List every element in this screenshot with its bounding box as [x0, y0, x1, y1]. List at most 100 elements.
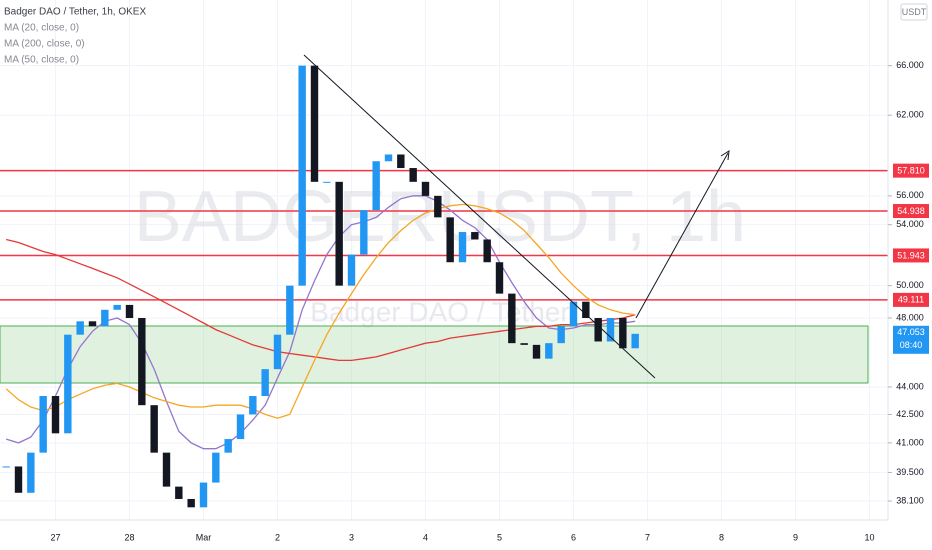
candle — [471, 232, 479, 240]
candle — [520, 343, 528, 345]
levels — [0, 169, 888, 301]
level-label-box — [893, 163, 929, 178]
watermark-description: Badger DAO / Tether — [310, 296, 569, 327]
candle — [273, 334, 282, 370]
candle — [199, 482, 208, 508]
arrow-head — [720, 150, 730, 161]
y-tick-label: 39.500 — [896, 467, 924, 477]
y-tick-label: 41.000 — [896, 437, 924, 447]
x-tick-label: 5 — [497, 532, 502, 542]
candle — [335, 181, 343, 286]
candle — [545, 343, 553, 359]
candle — [582, 301, 590, 319]
y-tick-label: 42.500 — [896, 409, 924, 419]
currency-box[interactable] — [900, 3, 928, 21]
candle — [101, 309, 109, 327]
candle — [606, 318, 615, 342]
legend-entry: MA (200, close, 0) — [4, 39, 85, 50]
candle — [434, 195, 442, 218]
candle — [261, 369, 269, 397]
level-label-box — [893, 204, 929, 219]
candle — [2, 466, 10, 468]
time-scale: 27 28 Mar 2 3 4 5 6 7 8 9 10 — [50, 532, 874, 542]
price-scale: 66.000 62.000 56.000 54.000 50.000 48.000 44.0… — [888, 60, 929, 505]
legend-entry: MA (50, close, 0) — [4, 55, 79, 66]
projection-arrow — [635, 152, 729, 319]
candle — [249, 396, 257, 415]
level-label: 49.111 — [898, 295, 924, 305]
candle — [113, 304, 121, 310]
candle — [162, 452, 171, 487]
level-label: 51.943 — [897, 250, 925, 260]
candle — [310, 65, 319, 182]
candle — [51, 396, 60, 434]
candle — [39, 396, 47, 453]
candle — [495, 262, 504, 294]
candle — [594, 318, 602, 342]
support-zone — [0, 325, 869, 384]
moving-averages — [5, 195, 636, 450]
candle — [372, 161, 380, 211]
last-price-box — [893, 325, 929, 354]
ma-line — [6, 238, 636, 362]
y-tick-label: 54.000 — [896, 219, 924, 229]
y-tick-label: 48.000 — [896, 312, 924, 322]
ma-line — [6, 195, 636, 450]
candle — [397, 154, 405, 169]
x-tick-label: 2 — [275, 532, 280, 542]
legend-entry: Badger DAO / Tether, 1h, OKEX — [4, 7, 146, 18]
candle — [150, 405, 158, 453]
x-tick-label: 28 — [124, 532, 134, 542]
candle — [458, 232, 467, 263]
legend: Badger DAO / Tether, 1h, OKEX MA (20, clo… — [4, 7, 146, 66]
grid — [0, 0, 888, 520]
trend-line — [303, 54, 656, 379]
last-price: 47.053 — [897, 327, 925, 337]
candle — [138, 318, 146, 406]
level-label: 57.810 — [897, 166, 925, 176]
candle — [212, 452, 220, 483]
candle — [631, 333, 639, 349]
candle — [569, 301, 578, 327]
x-tick-label: 7 — [645, 532, 650, 542]
candle — [27, 452, 35, 493]
candle — [557, 326, 565, 344]
candle — [323, 181, 331, 183]
candle — [14, 466, 23, 493]
x-tick-label: 3 — [349, 532, 354, 542]
y-tick-label: 62.000 — [896, 110, 924, 120]
x-tick-label: 8 — [719, 532, 724, 542]
y-tick-label: 50.000 — [896, 280, 924, 290]
candle — [347, 254, 356, 286]
candle — [360, 210, 368, 255]
x-tick-label: Mar — [196, 532, 212, 542]
level-label-box — [893, 248, 929, 263]
candle — [187, 498, 195, 508]
candle — [532, 344, 541, 359]
candle — [483, 239, 491, 263]
y-tick-label: 38.100 — [896, 495, 924, 505]
x-tick-label: 9 — [793, 532, 798, 542]
candle — [298, 65, 306, 286]
candle — [508, 293, 516, 344]
y-tick-label: 66.000 — [896, 60, 924, 70]
level-label-box — [893, 292, 929, 307]
candle — [446, 217, 454, 263]
candle — [76, 321, 84, 335]
x-tick-label: 4 — [423, 532, 428, 542]
candle — [286, 285, 294, 335]
level-label: 54.938 — [897, 206, 925, 216]
y-tick-label: 44.000 — [896, 381, 924, 391]
bar-countdown: 08:40 — [900, 340, 923, 350]
candle — [125, 304, 134, 319]
candle — [409, 168, 417, 182]
candle — [619, 318, 627, 349]
candle — [88, 321, 97, 327]
currency[interactable]: USDT — [902, 7, 927, 17]
y-tick-label: 56.000 — [896, 190, 924, 200]
candles — [2, 65, 639, 508]
candle — [236, 414, 245, 440]
